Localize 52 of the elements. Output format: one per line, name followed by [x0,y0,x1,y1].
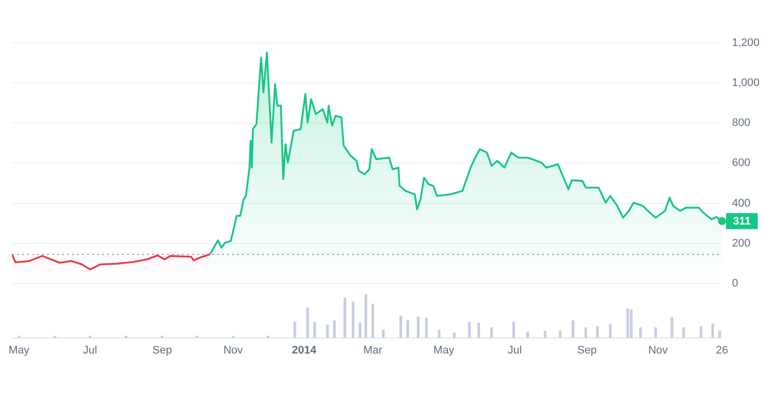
x-tick-label: May [8,344,30,356]
bar [630,309,633,338]
y-tick-label: 1,200 [732,37,760,50]
bar [639,327,642,338]
bar [477,322,480,338]
bar [313,322,316,338]
bar [364,294,368,338]
bar [490,327,493,338]
bar [333,320,336,338]
bar [452,332,456,338]
bar [711,323,714,338]
x-tick-label: Nov [223,344,244,356]
bar [399,316,402,338]
bar [626,308,630,338]
y-tick-label: 200 [732,237,750,250]
bar [371,304,374,338]
x-tick-label: Nov [648,344,668,356]
x-tick-label: Sep [577,344,597,356]
x-tick-label: 2014 [292,344,318,356]
bar [700,326,702,338]
bar [406,320,410,338]
bar [326,324,329,338]
bar [584,327,588,338]
bar [572,320,574,338]
bar [438,330,440,338]
bar [468,322,471,338]
y-tick-label: 0 [732,277,738,290]
bar [416,316,420,338]
x-tick-label: Jul [508,344,522,356]
bar [425,318,428,338]
y-tick-label: 600 [732,157,750,170]
y-tick-label: 1,000 [732,77,760,90]
bar [382,330,385,338]
y-tick-label: 400 [732,197,750,210]
bar [352,302,354,338]
bar [344,298,346,338]
bar [654,327,657,338]
x-tick-label: Jul [82,344,98,356]
x-tick-label: Sep [152,344,172,356]
x-tick-label: May [433,344,455,356]
bar [608,324,612,338]
y-tick-label: 800 [732,117,750,130]
bar [596,326,599,338]
bar [306,308,309,338]
bar [682,327,685,338]
bar [670,316,674,338]
bar [512,322,515,338]
bar [358,322,362,338]
annotation: 311 [733,216,751,228]
x-tick-label: Mar [363,344,383,356]
x-tick-label: 26 [716,344,728,356]
bar [294,322,296,338]
